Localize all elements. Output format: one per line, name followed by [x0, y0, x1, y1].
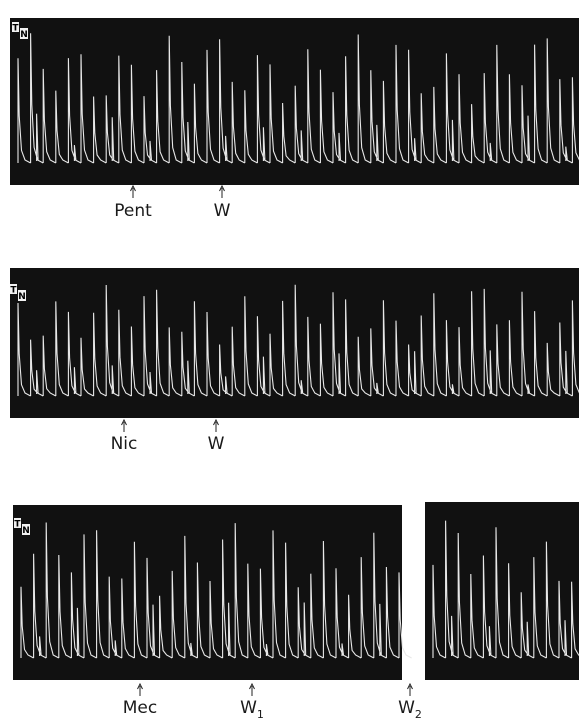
marker-subscript: 1: [257, 708, 264, 721]
trace-label: N: [20, 30, 28, 40]
marker-label: W: [214, 201, 231, 221]
marker-text: W: [208, 434, 225, 454]
panel: TN Pent W: [10, 18, 579, 221]
marker-text: Mec: [123, 698, 157, 718]
marker-label: Mec: [123, 698, 157, 718]
marker-text: W: [240, 698, 257, 718]
trace-background: [10, 18, 579, 185]
marker-label: Nic: [111, 434, 138, 454]
trace-label: T: [12, 24, 19, 34]
marker-text: W: [398, 698, 415, 718]
marker-label: W2: [398, 698, 422, 721]
figure: TNPentWTNNicWTNMecW1W2: [0, 0, 579, 723]
marker-text: Nic: [111, 434, 138, 454]
marker-text: W: [214, 201, 231, 221]
trace-label: N: [22, 526, 30, 536]
marker-label: Pent: [114, 201, 152, 221]
marker-text: Pent: [114, 201, 152, 221]
panel: TN Nic W: [10, 268, 579, 454]
trace-label: T: [14, 520, 21, 530]
trace-label: N: [18, 292, 26, 302]
marker-label: W1: [240, 698, 264, 721]
marker-label: W: [208, 434, 225, 454]
marker-subscript: 2: [415, 708, 422, 721]
trace-label: T: [10, 286, 17, 296]
